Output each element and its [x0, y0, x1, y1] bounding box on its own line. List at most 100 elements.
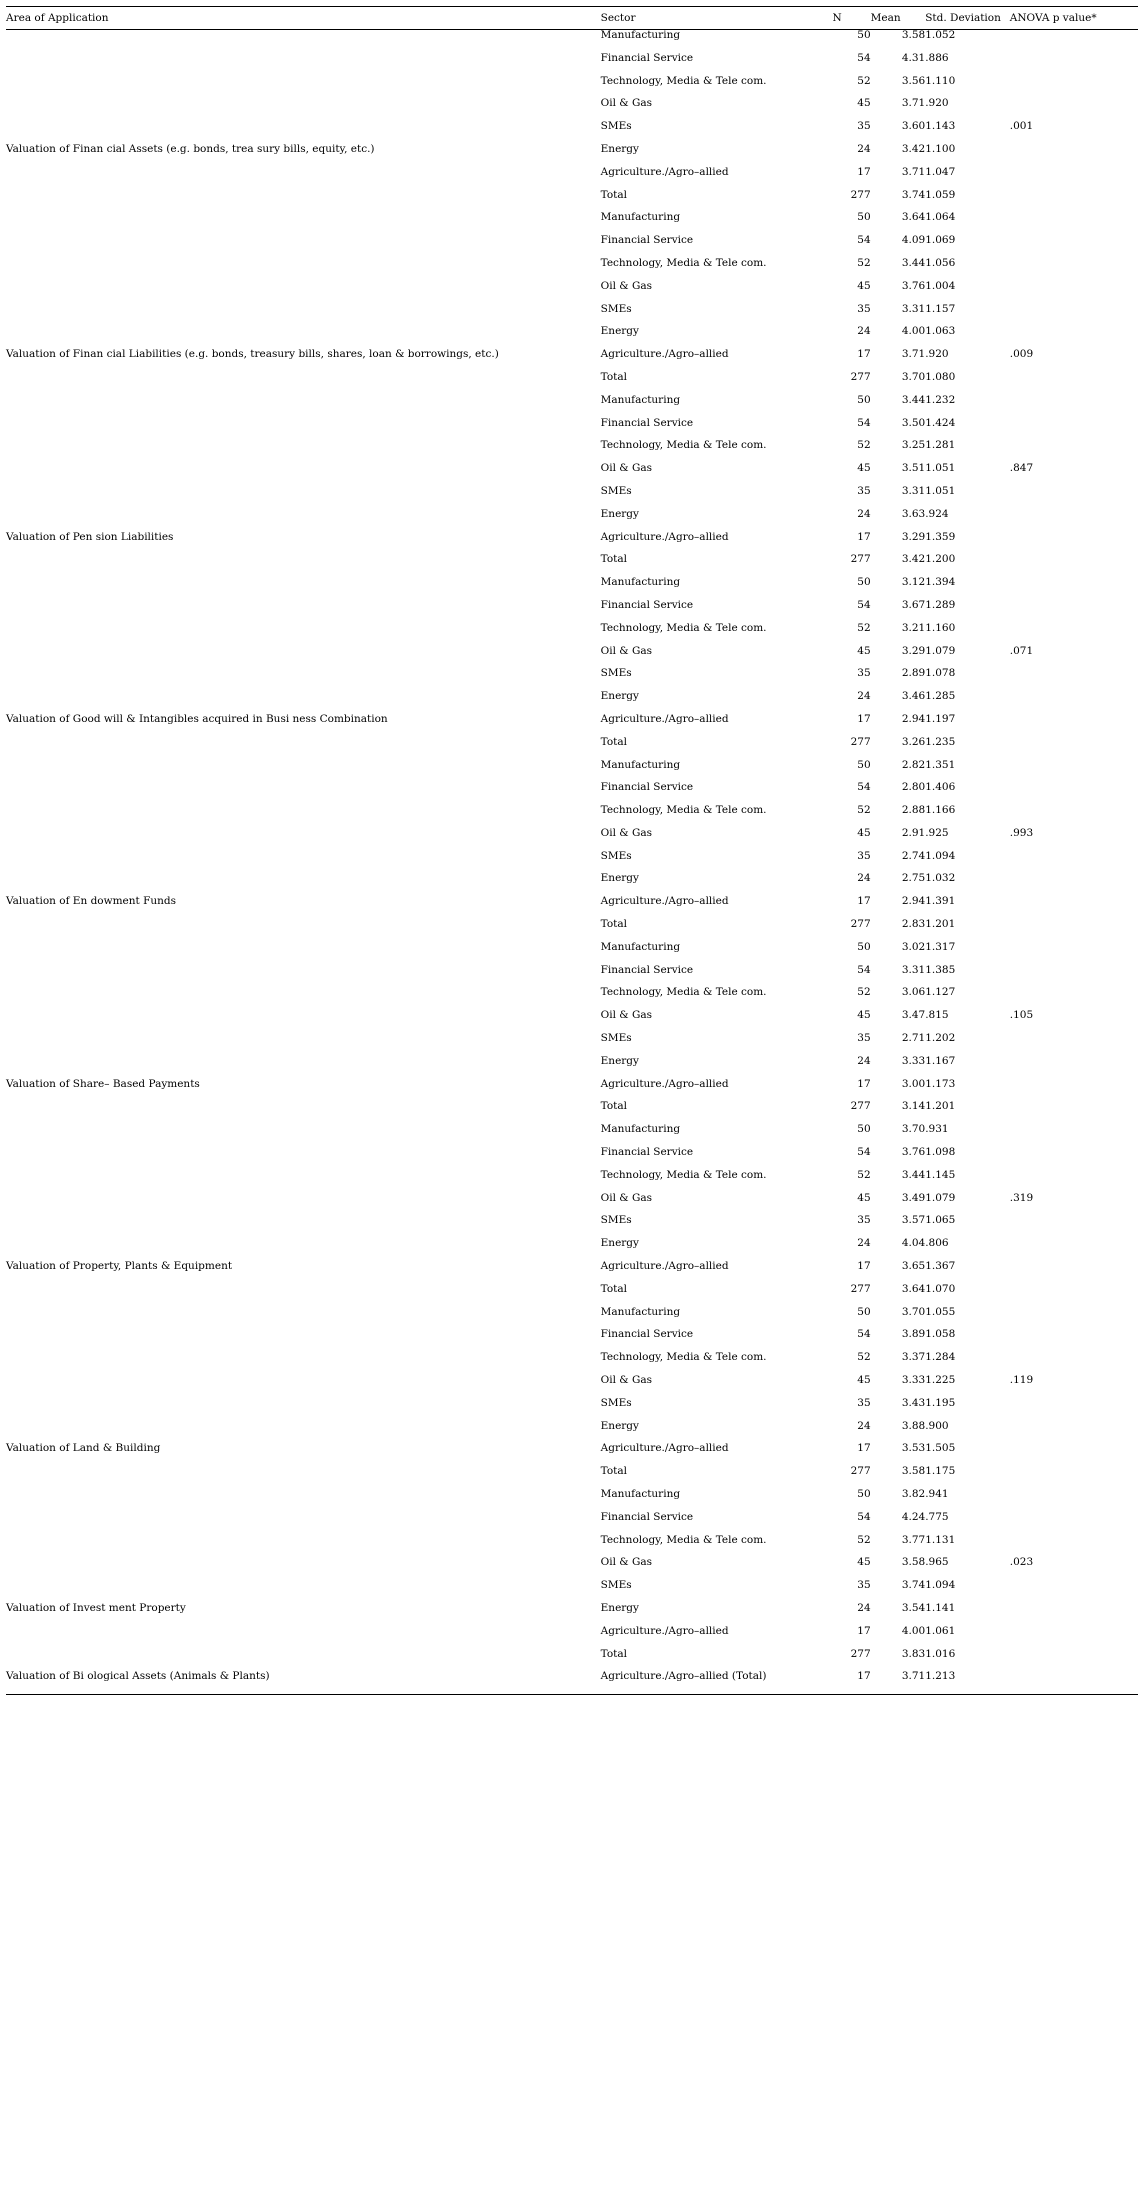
cell-area: [6, 395, 601, 418]
cell-mean: 2.82: [901, 758, 926, 771]
cell-std-deviation: .806: [925, 1237, 949, 1250]
cell-n: 35: [857, 1396, 871, 1409]
cell-mean: 3.70: [901, 370, 926, 383]
cell-mean: 4.31: [901, 51, 926, 64]
cell-std-deviation: 1.367: [925, 1260, 956, 1273]
table-row: Financial Service 54 3.76 1.098: [6, 1147, 1138, 1170]
cell-area: [6, 167, 601, 190]
cell-area: [6, 554, 601, 577]
table-row: Valuation of Good will & Intangibles acq…: [6, 714, 1138, 737]
table-row: Technology, Media & Tele com. 52 2.88 1.166: [6, 805, 1138, 828]
cell-std-deviation: 1.061: [925, 1624, 956, 1637]
cell-anova-p-value: [1010, 896, 1138, 919]
cell-n: 52: [857, 74, 871, 87]
cell-mean: 2.75: [901, 872, 926, 885]
cell-n: 54: [857, 416, 871, 429]
cell-sector: Agriculture./Agro–allied: [600, 1442, 729, 1455]
table-row: Valuation of Pen sion Liabilities Agricul…: [6, 530, 1138, 555]
cell-mean: 3.42: [901, 142, 926, 155]
cell-std-deviation: 1.175: [925, 1465, 956, 1478]
cell-anova-p-value: [1010, 1284, 1138, 1307]
table-row: Manufacturing 50 3.70.931: [6, 1124, 1138, 1147]
cell-anova-p-value: [1010, 53, 1138, 76]
cell-std-deviation: 1.197: [925, 712, 956, 725]
cell-mean: 3.58: [901, 1556, 926, 1569]
cell-mean: 3.76: [901, 1146, 926, 1159]
cell-anova-p-value: [1010, 782, 1138, 805]
cell-n: 17: [857, 348, 871, 361]
table-row: Financial Service 54 3.31 1.385: [6, 964, 1138, 988]
cell-mean: 3.53: [901, 1442, 926, 1455]
cell-area: [6, 1512, 601, 1535]
table-row: Total 277 3.14 1.201: [6, 1101, 1138, 1124]
table-row: SMEs 35 2.71 1.202: [6, 1033, 1138, 1056]
cell-sector: Financial Service: [600, 781, 694, 794]
column-header-mean: Mean: [870, 6, 926, 30]
cell-sector: Technology, Media & Tele com.: [600, 74, 767, 87]
cell-mean: 3.83: [901, 1647, 926, 1660]
cell-mean: 3.44: [901, 393, 926, 406]
cell-n: 35: [857, 667, 871, 680]
cell-area: Valuation of Finan cial Liabilities (e.g…: [6, 348, 499, 361]
cell-mean: 3.88: [901, 1419, 926, 1432]
table-row: SMEs 35 3.60 1.143 .001: [6, 121, 1138, 144]
cell-sector: Oil & Gas: [600, 1374, 653, 1387]
cell-area: [6, 987, 601, 1010]
cell-n: 50: [857, 1305, 871, 1318]
table-row: Total 277 3.83 1.016: [6, 1647, 1138, 1672]
table-row: SMEs 35 3.43 1.195: [6, 1398, 1138, 1421]
cell-n: 277: [850, 1647, 871, 1660]
cell-std-deviation: 1.145: [925, 1168, 956, 1181]
cell-area: Valuation of Property, Plants & Equipmen…: [6, 1260, 233, 1273]
cell-mean: 3.31: [901, 484, 926, 497]
cell-mean: 3.71: [901, 165, 926, 178]
cell-mean: 3.71: [901, 97, 926, 110]
cell-anova-p-value: .009: [1009, 348, 1034, 361]
cell-mean: 3.44: [901, 1168, 926, 1181]
cell-std-deviation: 1.359: [925, 530, 956, 543]
cell-n: 45: [857, 1191, 871, 1204]
table-row: Financial Service 54 3.89 1.058: [6, 1329, 1138, 1352]
cell-std-deviation: .886: [925, 51, 949, 64]
cell-area: [6, 1649, 601, 1672]
cell-mean: 2.91: [901, 826, 926, 839]
cell-mean: 4.04: [901, 1237, 926, 1250]
table-row: Oil & Gas 45 2.91.925 .993: [6, 828, 1138, 851]
cell-mean: 3.74: [901, 1579, 926, 1592]
cell-sector: SMEs: [600, 1214, 632, 1227]
cell-mean: 2.71: [901, 1032, 926, 1045]
cell-sector: Energy: [600, 1237, 639, 1250]
cell-anova-p-value: [1010, 372, 1138, 395]
cell-area: [6, 1170, 601, 1193]
cell-std-deviation: 1.131: [925, 1533, 956, 1546]
cell-std-deviation: 1.232: [925, 393, 956, 406]
cell-n: 277: [850, 1465, 871, 1478]
table-row: Manufacturing 50 3.44 1.232: [6, 395, 1138, 418]
cell-area: [6, 1238, 601, 1261]
column-header-area: Area of Application: [6, 6, 601, 30]
cell-anova-p-value: [1010, 851, 1138, 874]
cell-area: [6, 1375, 601, 1398]
cell-anova-p-value: .993: [1009, 826, 1034, 839]
cell-mean: 3.37: [901, 1351, 926, 1364]
table-row: Manufacturing 50 3.02 1.317: [6, 942, 1138, 965]
cell-area: [6, 1489, 601, 1512]
cell-mean: 3.06: [901, 986, 926, 999]
cell-mean: 3.00: [901, 1077, 926, 1090]
table-row: Manufacturing 50 3.70 1.055: [6, 1305, 1138, 1330]
cell-n: 17: [857, 895, 871, 908]
cell-n: 45: [857, 644, 871, 657]
cell-sector: Oil & Gas: [600, 826, 653, 839]
cell-anova-p-value: [1010, 235, 1138, 258]
cell-anova-p-value: [1010, 76, 1138, 99]
cell-std-deviation: .941: [925, 1488, 949, 1500]
cell-anova-p-value: [1010, 623, 1138, 646]
cell-std-deviation: 1.094: [925, 849, 956, 862]
cell-anova-p-value: [1010, 737, 1138, 760]
cell-std-deviation: 1.505: [925, 1442, 956, 1455]
cell-anova-p-value: [1010, 1056, 1138, 1079]
cell-n: 52: [857, 256, 871, 269]
cell-n: 54: [857, 781, 871, 794]
cell-anova-p-value: [1010, 1421, 1138, 1444]
cell-sector: SMEs: [600, 1032, 632, 1045]
